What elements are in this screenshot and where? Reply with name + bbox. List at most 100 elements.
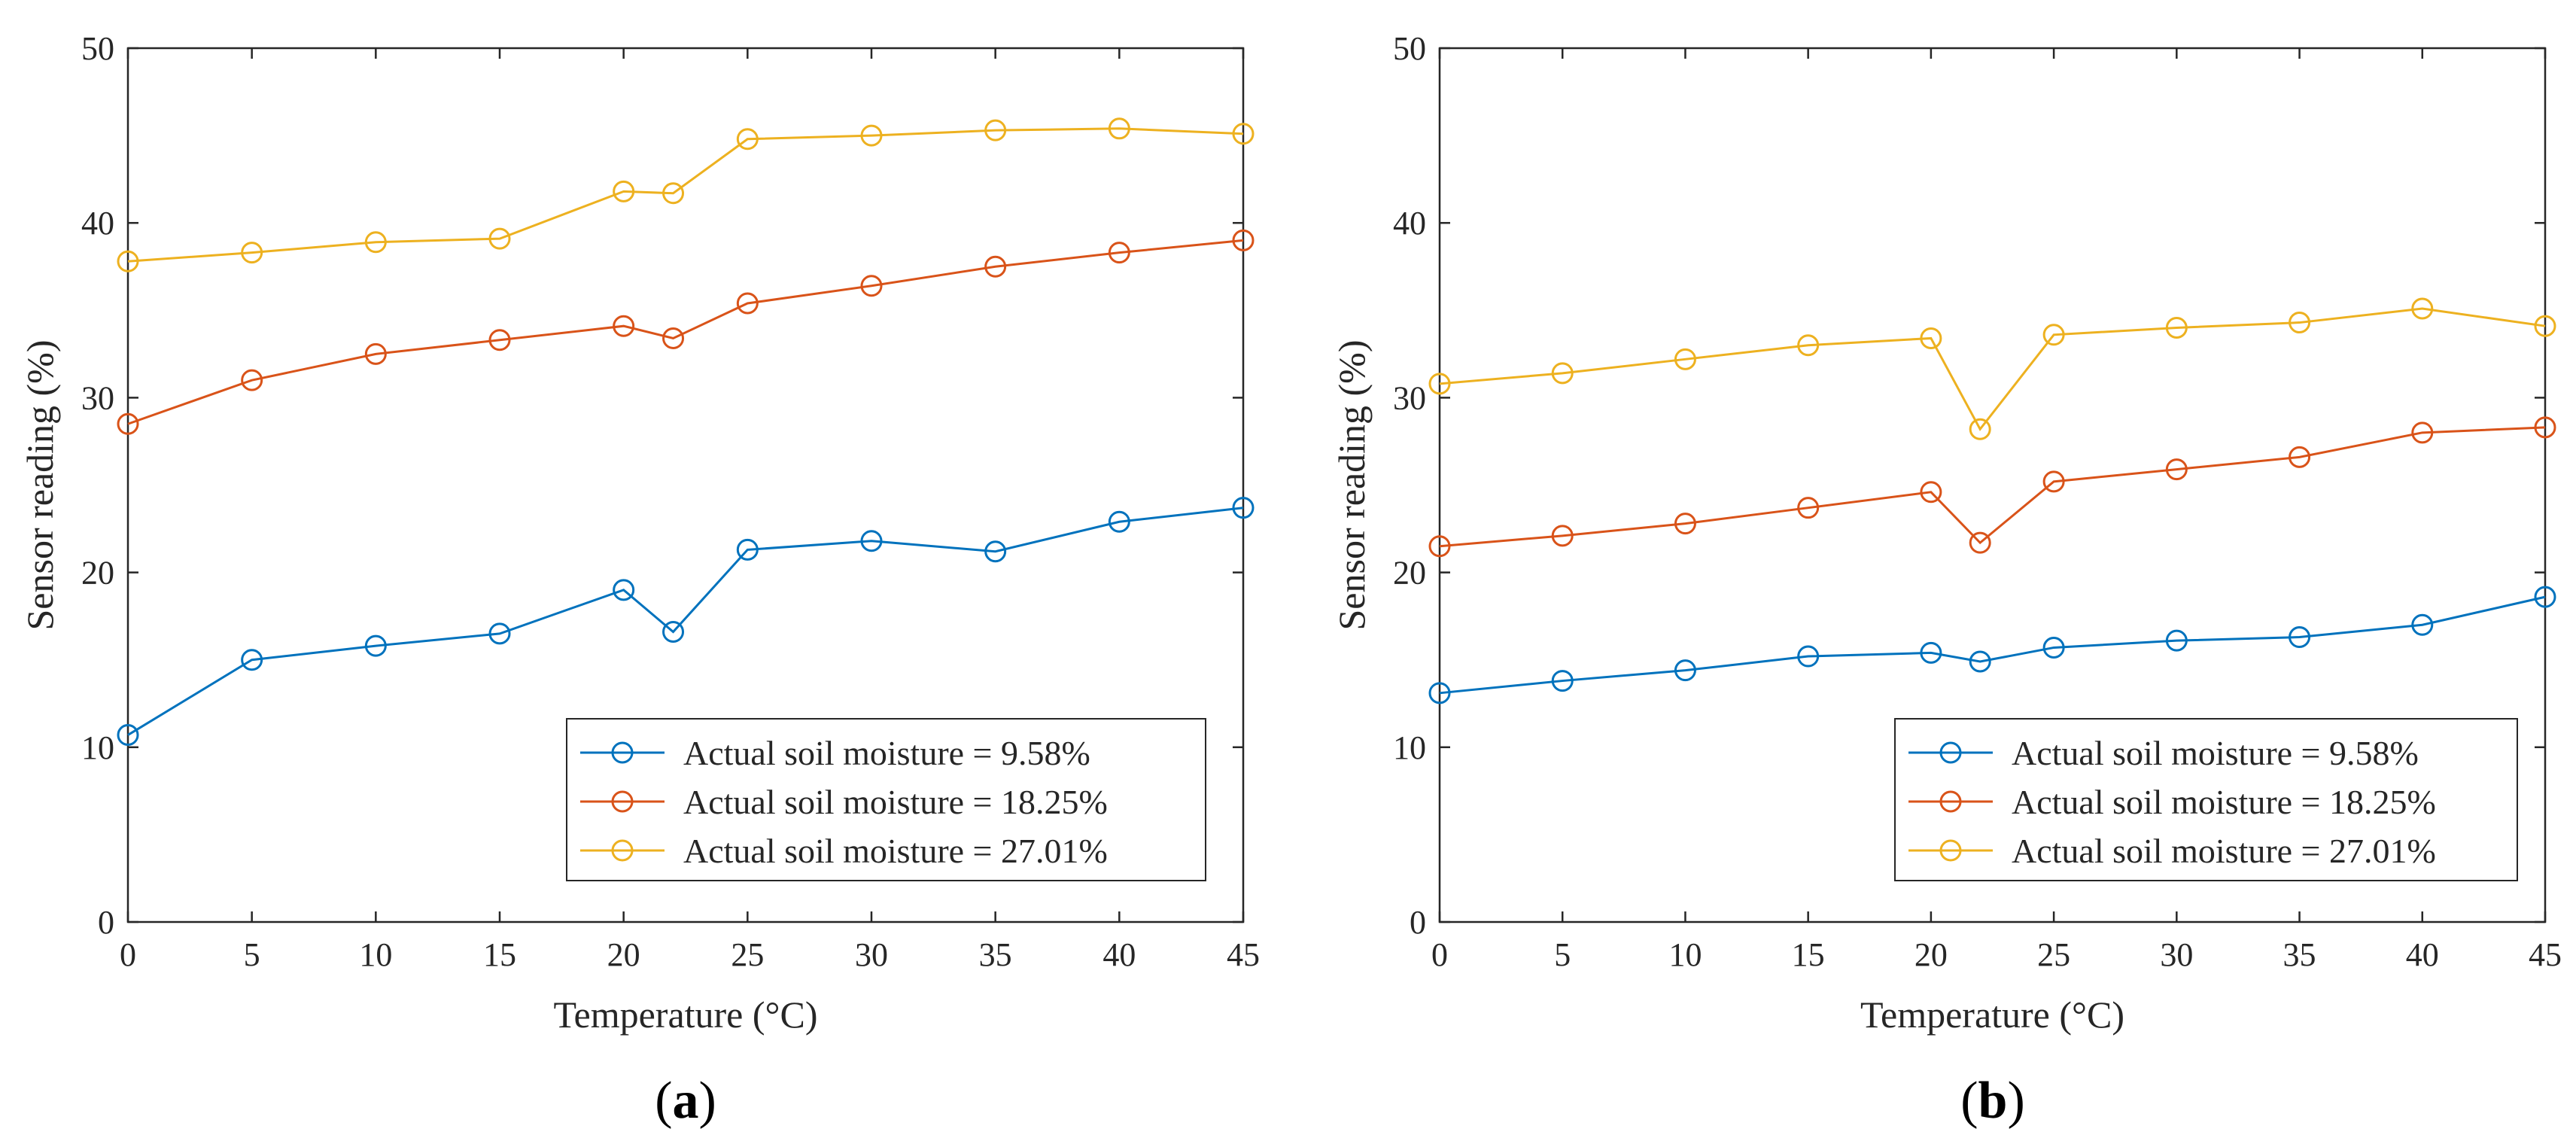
- x-tick-label: 30: [2160, 936, 2193, 973]
- x-tick-label: 35: [979, 936, 1012, 973]
- x-tick-label: 35: [2283, 936, 2316, 973]
- y-tick-label: 10: [1393, 729, 1426, 766]
- data-point: [364, 634, 387, 657]
- legend-marker: [611, 741, 634, 764]
- data-point: [488, 227, 511, 250]
- legend: Actual soil moisture = 9.58% Actual soil …: [566, 718, 1206, 881]
- y-tick-label: 20: [81, 555, 114, 592]
- data-point: [364, 231, 387, 254]
- data-point: [736, 128, 759, 151]
- x-tick-label: 15: [1792, 936, 1825, 973]
- data-point: [736, 538, 759, 561]
- series-3: [117, 117, 1255, 272]
- data-point: [1108, 242, 1130, 264]
- data-point: [2534, 315, 2556, 337]
- series-line: [1439, 307, 2546, 431]
- data-point: [860, 124, 883, 147]
- data-point: [1551, 362, 1574, 385]
- data-point: [241, 649, 263, 671]
- data-point: [1920, 641, 1942, 664]
- y-axis-label: Sensor reading (%): [19, 340, 61, 631]
- data-point: [117, 250, 139, 272]
- x-tick-label: 40: [1102, 936, 1136, 973]
- data-point: [2289, 446, 2311, 468]
- data-point: [1428, 682, 1451, 704]
- x-axis-label: Temperature (°C): [553, 993, 817, 1036]
- data-point: [860, 275, 883, 297]
- data-point: [2411, 613, 2434, 636]
- y-tick-label: 50: [1393, 30, 1426, 67]
- x-tick-label: 20: [607, 936, 640, 973]
- legend-marker: [1939, 790, 1962, 813]
- x-tick-label: 40: [2406, 936, 2439, 973]
- x-tick-label: 30: [855, 936, 888, 973]
- data-point: [1428, 373, 1451, 395]
- x-tick-label: 45: [1227, 936, 1260, 973]
- data-point: [2289, 312, 2311, 334]
- data-point: [1232, 229, 1255, 251]
- legend-entry: Actual soil moisture = 27.01%: [683, 832, 1108, 870]
- y-tick-label: 40: [81, 205, 114, 242]
- data-point: [1551, 670, 1574, 692]
- data-point: [2165, 317, 2188, 339]
- chart-panel-b: 0 5 10 15 20 25 30 35 40 45 0 10 20 30 40 50 Temperature…: [1331, 30, 2562, 1130]
- data-point: [1797, 334, 1820, 357]
- data-point: [860, 530, 883, 552]
- data-point: [241, 369, 263, 391]
- series-line: [127, 239, 1244, 425]
- x-tick-label: 5: [1554, 936, 1571, 973]
- data-point: [364, 342, 387, 365]
- legend-marker: [611, 790, 634, 813]
- series-line: [127, 127, 1244, 263]
- x-tick-label: 25: [2037, 936, 2070, 973]
- x-tick-label: 0: [120, 936, 136, 973]
- legend-entry: Actual soil moisture = 18.25%: [683, 783, 1108, 821]
- data-point: [613, 315, 635, 337]
- data-point: [662, 182, 685, 205]
- legend-marker: [1939, 839, 1962, 862]
- legend-box: [1894, 718, 2518, 881]
- data-point: [2165, 629, 2188, 652]
- data-point: [1920, 327, 1942, 349]
- data-point: [1674, 659, 1696, 682]
- series-line: [1439, 595, 2546, 695]
- data-point: [2289, 626, 2311, 649]
- data-point: [117, 412, 139, 435]
- y-tick-label: 10: [81, 729, 114, 766]
- panel-label: (b): [1960, 1072, 2025, 1130]
- data-point: [736, 292, 759, 315]
- data-point: [2042, 324, 2065, 346]
- data-point: [2165, 458, 2188, 481]
- chart-panel-a: 0 5 10 15 20 25 30 35 40 45 0 10 20 30 40 50 Temperature…: [19, 30, 1260, 1130]
- x-axis-label: Temperature (°C): [1860, 993, 2124, 1036]
- data-point: [1969, 418, 1991, 440]
- data-point: [488, 329, 511, 351]
- data-point: [1674, 348, 1696, 370]
- data-point: [2411, 421, 2434, 444]
- x-tick-label: 45: [2529, 936, 2562, 973]
- data-point: [1969, 531, 1991, 554]
- data-point: [1551, 525, 1574, 547]
- series-line: [127, 507, 1244, 736]
- data-point: [1920, 481, 1942, 504]
- y-tick-label: 30: [1393, 379, 1426, 416]
- x-tick-label: 15: [483, 936, 516, 973]
- data-point: [1797, 497, 1820, 519]
- x-tick-label: 25: [731, 936, 764, 973]
- data-point: [1674, 513, 1696, 535]
- legend: Actual soil moisture = 9.58% Actual soil …: [1894, 718, 2518, 881]
- data-point: [488, 622, 511, 645]
- data-point: [2534, 586, 2556, 608]
- y-axis-label: Sensor reading (%): [1331, 340, 1373, 631]
- data-point: [2411, 297, 2434, 320]
- x-tick-label: 10: [1668, 936, 1702, 973]
- data-point: [2042, 470, 2065, 493]
- x-tick-label: 0: [1431, 936, 1448, 973]
- legend-box: [566, 718, 1206, 881]
- legend-entry: Actual soil moisture = 9.58%: [2012, 734, 2419, 772]
- series-1: [1428, 586, 2556, 704]
- data-point: [117, 724, 139, 747]
- data-point: [241, 242, 263, 264]
- series-line: [1439, 426, 2546, 548]
